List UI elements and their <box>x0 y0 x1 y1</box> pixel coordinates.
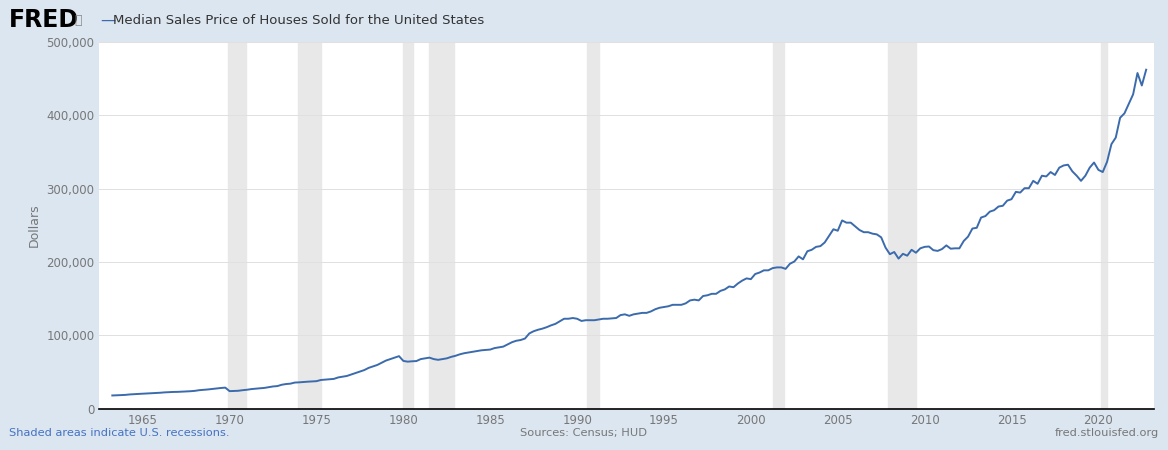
Text: fred.stlouisfed.org: fred.stlouisfed.org <box>1055 428 1159 438</box>
Bar <box>403 42 413 409</box>
Text: 📈: 📈 <box>75 14 82 27</box>
Text: —: — <box>100 13 116 28</box>
Bar <box>772 42 784 409</box>
Y-axis label: Dollars: Dollars <box>28 203 41 247</box>
Bar <box>889 42 916 409</box>
Bar <box>430 42 454 409</box>
Bar <box>298 42 321 409</box>
Bar <box>1101 42 1107 409</box>
Text: Shaded areas indicate U.S. recessions.: Shaded areas indicate U.S. recessions. <box>9 428 230 438</box>
Text: Median Sales Price of Houses Sold for the United States: Median Sales Price of Houses Sold for th… <box>113 14 485 27</box>
Text: FRED: FRED <box>9 8 79 32</box>
Bar <box>228 42 245 409</box>
Text: Sources: Census; HUD: Sources: Census; HUD <box>521 428 647 438</box>
Bar <box>588 42 599 409</box>
